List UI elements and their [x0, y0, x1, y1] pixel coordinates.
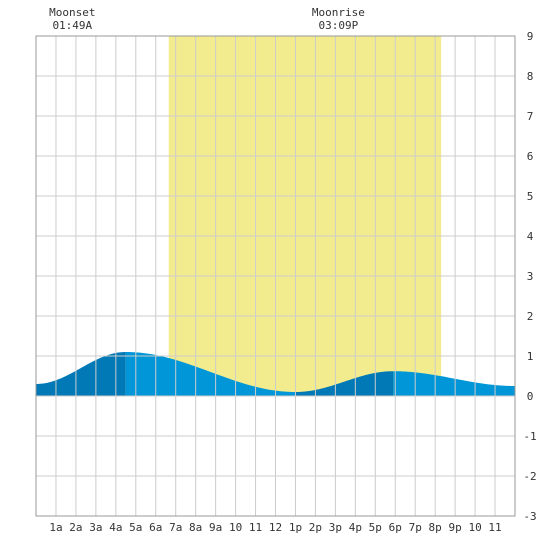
y-tick-label: 9: [527, 30, 534, 43]
moon-annotations: Moonset 01:49A Moonrise 03:09P: [49, 6, 365, 32]
plot-area: [35, 35, 516, 517]
x-tick-label: 5a: [129, 521, 142, 534]
moonrise-label: Moonrise: [312, 6, 365, 19]
x-tick-label: 4p: [349, 521, 362, 534]
y-tick-label: 6: [527, 150, 534, 163]
tide-band-dark: [295, 371, 394, 396]
x-tick-label: 3a: [89, 521, 102, 534]
y-tick-label: 5: [527, 190, 534, 203]
y-tick-label: 2: [527, 310, 534, 323]
y-tick-label: -1: [523, 430, 536, 443]
x-tick-label: 8p: [429, 521, 442, 534]
y-axis: -3 -2 -1 0 1 2 3 4 5 6 7 8 9: [523, 30, 536, 523]
y-tick-label: 1: [527, 350, 534, 363]
tide-band-dark: [36, 352, 126, 396]
x-tick-label: 2a: [69, 521, 82, 534]
moonset-label: Moonset: [49, 6, 95, 19]
x-tick-label: 11: [249, 521, 262, 534]
moonrise-time: 03:09P: [318, 19, 358, 32]
tide-band-light: [125, 352, 296, 396]
x-tick-label: 9a: [209, 521, 222, 534]
tide-band-light: [393, 371, 515, 396]
x-tick-label: 8a: [189, 521, 202, 534]
y-tick-label: 3: [527, 270, 534, 283]
x-tick-label: 6a: [149, 521, 162, 534]
x-tick-label: 4a: [109, 521, 122, 534]
x-tick-label: 1a: [49, 521, 62, 534]
x-tick-label: 10: [468, 521, 481, 534]
x-tick-label: 1p: [289, 521, 302, 534]
x-tick-label: 7a: [169, 521, 182, 534]
y-tick-label: 7: [527, 110, 534, 123]
x-tick-label: 12: [269, 521, 282, 534]
y-tick-label: 0: [527, 390, 534, 403]
x-tick-label: 2p: [309, 521, 322, 534]
daylight-band: [168, 36, 442, 396]
tide-area: [36, 352, 515, 396]
y-tick-label: -3: [523, 510, 536, 523]
y-tick-label: 4: [527, 230, 534, 243]
x-axis: 1a 2a 3a 4a 5a 6a 7a 8a 9a 10 11 12 1p 2p 3p 4p 5p 6p 7p 8p…: [49, 521, 501, 534]
x-tick-label: 3p: [329, 521, 342, 534]
x-tick-label: 5p: [369, 521, 382, 534]
gridlines: [36, 35, 515, 517]
x-tick-label: 10: [229, 521, 242, 534]
plot-frame: [35, 35, 516, 517]
x-tick-label: 11: [488, 521, 501, 534]
x-tick-label: 6p: [389, 521, 402, 534]
x-tick-label: 9p: [449, 521, 462, 534]
x-tick-label: 7p: [409, 521, 422, 534]
y-tick-label: -2: [523, 470, 536, 483]
y-tick-label: 8: [527, 70, 534, 83]
moonset-time: 01:49A: [52, 19, 92, 32]
